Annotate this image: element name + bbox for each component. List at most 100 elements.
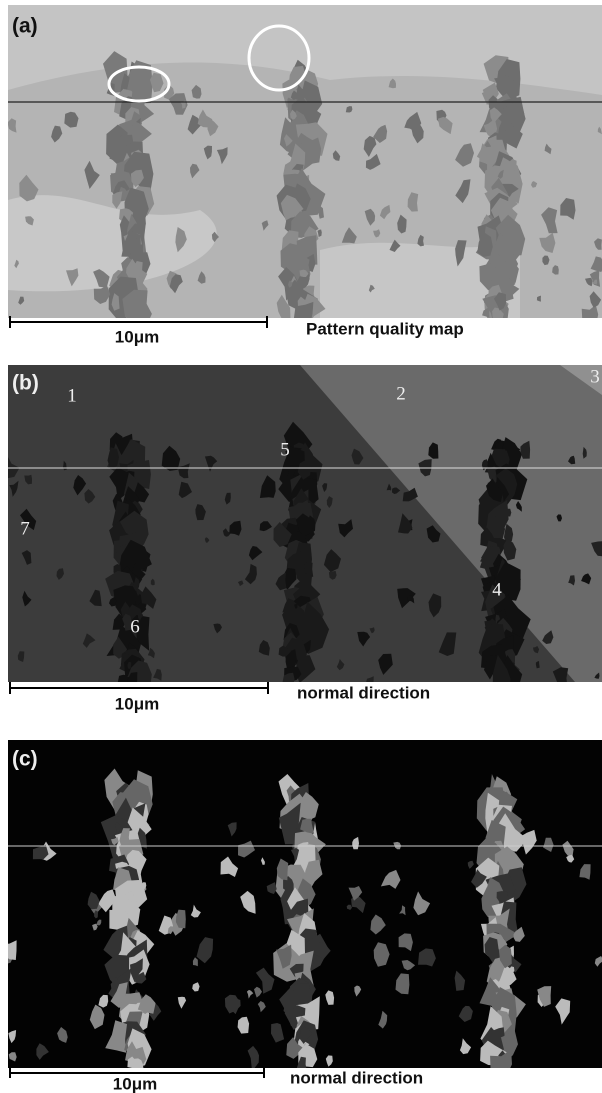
texture [204, 537, 210, 543]
region [8, 5, 602, 95]
texture [484, 620, 492, 629]
texture [437, 116, 453, 135]
texture [257, 1001, 266, 1013]
texture [261, 857, 265, 865]
panel-label: (c) [12, 748, 38, 771]
texture [502, 128, 515, 146]
texture [504, 649, 516, 664]
texture [401, 960, 416, 971]
texture [328, 570, 337, 580]
texture [521, 829, 537, 855]
texture [541, 207, 558, 234]
texture [127, 672, 138, 682]
texture [177, 996, 187, 1009]
texture [296, 1056, 307, 1068]
texture [467, 860, 474, 869]
texture [351, 448, 364, 465]
texture [398, 513, 413, 534]
texture [492, 307, 504, 318]
texture [520, 440, 531, 459]
texture [503, 538, 517, 561]
texture [140, 882, 147, 890]
texture [66, 268, 79, 287]
texture [276, 944, 292, 969]
texture [325, 1055, 333, 1067]
grain-label: 1 [67, 385, 77, 406]
texture [261, 220, 269, 231]
texture [354, 985, 362, 997]
texture [373, 229, 381, 238]
texture [110, 976, 123, 1000]
texture [224, 994, 241, 1014]
texture [177, 463, 190, 479]
texture [295, 513, 315, 537]
texture [407, 192, 419, 212]
texture [211, 231, 219, 243]
texture [229, 520, 242, 536]
texture [482, 306, 490, 318]
texture [373, 124, 388, 143]
texture [369, 627, 375, 634]
texture [266, 882, 277, 894]
texture [459, 1038, 472, 1055]
texture [276, 294, 291, 318]
texture [544, 143, 552, 155]
texture [481, 887, 498, 919]
texture [290, 793, 317, 826]
texture [494, 1059, 508, 1068]
texture [314, 942, 331, 959]
texture [397, 214, 407, 234]
texture [248, 546, 263, 561]
texture [282, 598, 295, 615]
texture [98, 994, 109, 1008]
texture [283, 876, 295, 893]
texture [505, 508, 512, 517]
texture [111, 293, 120, 311]
texture [497, 169, 504, 179]
texture [363, 135, 377, 157]
texture [568, 455, 576, 465]
texture [398, 933, 413, 952]
texture [175, 227, 187, 253]
texture [323, 549, 341, 573]
texture [92, 923, 98, 931]
texture [87, 891, 100, 910]
texture [402, 487, 418, 502]
texture [407, 595, 415, 604]
texture [515, 501, 522, 512]
texture [485, 792, 500, 837]
panel-label: (b) [12, 372, 39, 395]
texture [94, 910, 99, 919]
scale-bar-label: 10μm [115, 327, 159, 346]
scale-bar-label: 10μm [115, 694, 159, 713]
texture [153, 668, 162, 681]
texture [397, 588, 416, 609]
texture [14, 259, 19, 269]
texture [8, 118, 17, 133]
texture [196, 937, 214, 964]
texture [428, 442, 439, 459]
panel-label: (a) [12, 15, 38, 38]
texture [455, 143, 474, 167]
scale-bar-label: 10μm [113, 1074, 157, 1093]
texture [169, 274, 183, 294]
texture [392, 487, 401, 494]
texture [122, 613, 132, 631]
texture [275, 572, 287, 591]
texture [531, 181, 538, 188]
texture [589, 291, 602, 308]
texture [454, 970, 466, 991]
texture [8, 1052, 17, 1062]
texture [238, 840, 255, 858]
texture [379, 204, 391, 220]
texture [131, 261, 143, 278]
texture [494, 292, 506, 311]
texture [388, 78, 396, 89]
texture [147, 647, 155, 659]
texture [477, 231, 493, 257]
texture [84, 160, 100, 189]
texture [247, 1045, 259, 1068]
texture [192, 982, 200, 992]
texture [404, 111, 422, 132]
texture [533, 646, 540, 654]
